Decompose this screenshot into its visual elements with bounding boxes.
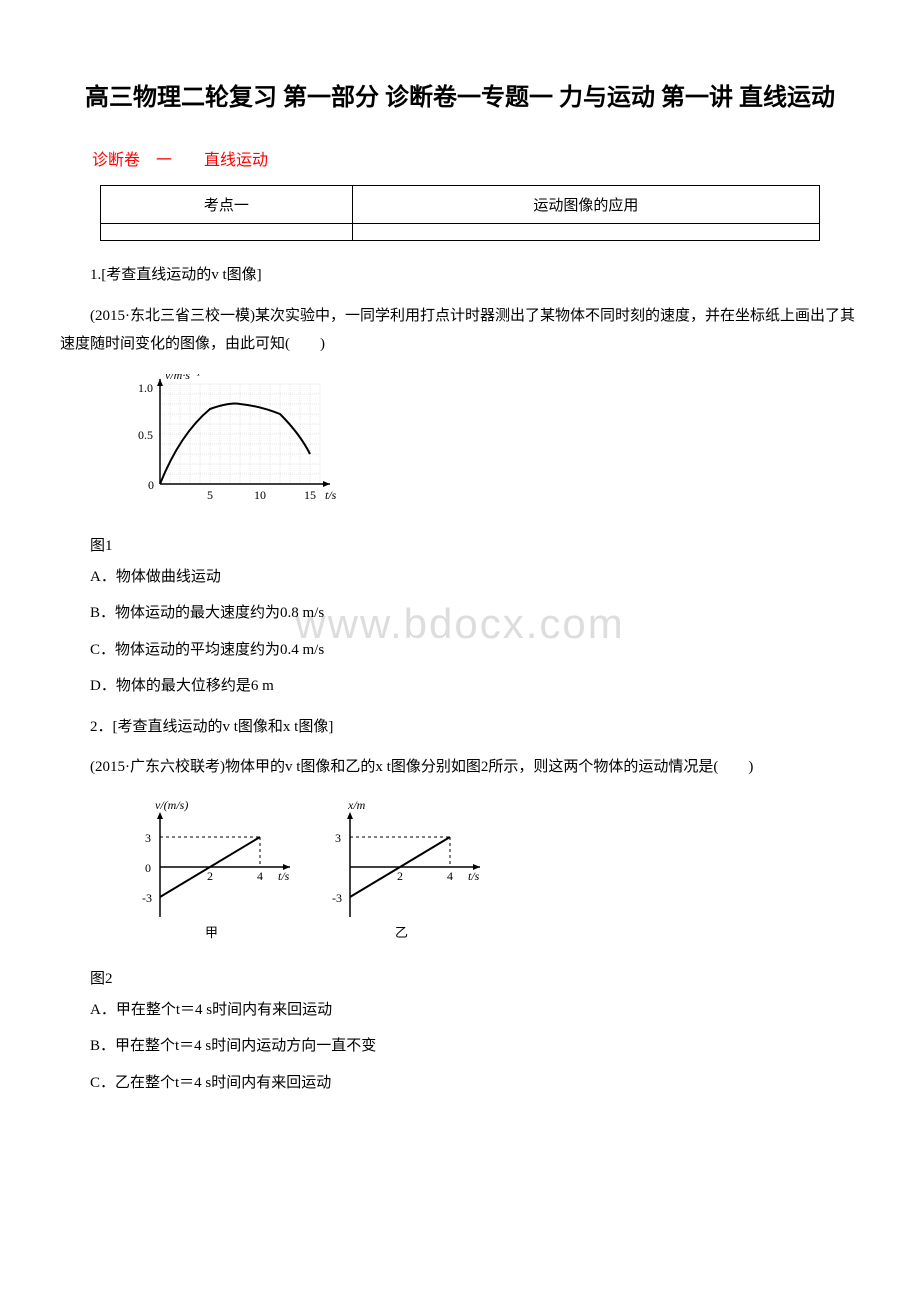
- svg-text:4: 4: [447, 869, 453, 883]
- q2-option-c: C．乙在整个t＝4 s时间内有来回运动: [60, 1069, 860, 1098]
- subtitle-text: 诊断卷 一 直线运动: [60, 146, 860, 170]
- q2-figure-label: 图2: [90, 967, 860, 988]
- q2-header: 2．[考查直线运动的v t图像和x t图像]: [60, 713, 860, 742]
- q1-header: 1.[考查直线运动的v t图像]: [60, 261, 860, 290]
- page-title: 高三物理二轮复习 第一部分 诊断卷一专题一 力与运动 第一讲 直线运动: [60, 80, 860, 116]
- q1-body: (2015·东北三省三校一模)某次实验中，一同学利用打点计时器测出了某物体不同时…: [60, 302, 860, 359]
- chart-svg-2: 3 0 -3 2 4 t/s v/(m/s) 甲 3 -3 2 4 t/s: [120, 797, 500, 957]
- svg-text:t/s: t/s: [325, 488, 337, 502]
- q1-figure: 0 0.5 1.0 5 10 15 t/s v/m·s⁻¹: [120, 374, 860, 529]
- table-cell: 考点一: [101, 186, 353, 224]
- q2-option-b: B．甲在整个t＝4 s时间内运动方向一直不变: [60, 1032, 860, 1061]
- svg-text:x/m: x/m: [347, 798, 366, 812]
- q1-option-c: C．物体运动的平均速度约为0.4 m/s: [60, 636, 860, 665]
- exam-table: 考点一 运动图像的应用: [100, 185, 820, 241]
- q2-figure: 3 0 -3 2 4 t/s v/(m/s) 甲 3 -3 2 4 t/s: [120, 797, 860, 962]
- q1-figure-label: 图1: [90, 534, 860, 555]
- q1-option-d: D．物体的最大位移约是6 m: [60, 672, 860, 701]
- svg-text:t/s: t/s: [278, 869, 290, 883]
- svg-text:v/(m/s): v/(m/s): [155, 798, 188, 812]
- table-cell: 运动图像的应用: [352, 186, 819, 224]
- table-row: [101, 224, 820, 241]
- svg-text:3: 3: [145, 831, 151, 845]
- table-row: 考点一 运动图像的应用: [101, 186, 820, 224]
- chart-svg: 0 0.5 1.0 5 10 15 t/s v/m·s⁻¹: [120, 374, 340, 524]
- svg-text:1.0: 1.0: [138, 381, 153, 395]
- svg-text:0.5: 0.5: [138, 428, 153, 442]
- svg-text:2: 2: [207, 869, 213, 883]
- table-cell: [352, 224, 819, 241]
- svg-text:0: 0: [145, 861, 151, 875]
- svg-text:3: 3: [335, 831, 341, 845]
- svg-text:15: 15: [304, 488, 316, 502]
- svg-text:2: 2: [397, 869, 403, 883]
- svg-text:v/m·s⁻¹: v/m·s⁻¹: [165, 374, 200, 382]
- svg-text:甲: 甲: [205, 925, 218, 940]
- svg-text:5: 5: [207, 488, 213, 502]
- table-cell: [101, 224, 353, 241]
- svg-text:4: 4: [257, 869, 263, 883]
- svg-text:乙: 乙: [395, 925, 408, 940]
- q1-option-a: A．物体做曲线运动: [60, 563, 860, 592]
- svg-text:t/s: t/s: [468, 869, 480, 883]
- q2-option-a: A．甲在整个t＝4 s时间内有来回运动: [60, 996, 860, 1025]
- svg-text:-3: -3: [332, 891, 342, 905]
- svg-text:-3: -3: [142, 891, 152, 905]
- svg-text:10: 10: [254, 488, 266, 502]
- q1-option-b: B．物体运动的最大速度约为0.8 m/s: [60, 599, 860, 628]
- svg-text:0: 0: [148, 478, 154, 492]
- q2-body: (2015·广东六校联考)物体甲的v t图像和乙的x t图像分别如图2所示，则这…: [60, 753, 860, 782]
